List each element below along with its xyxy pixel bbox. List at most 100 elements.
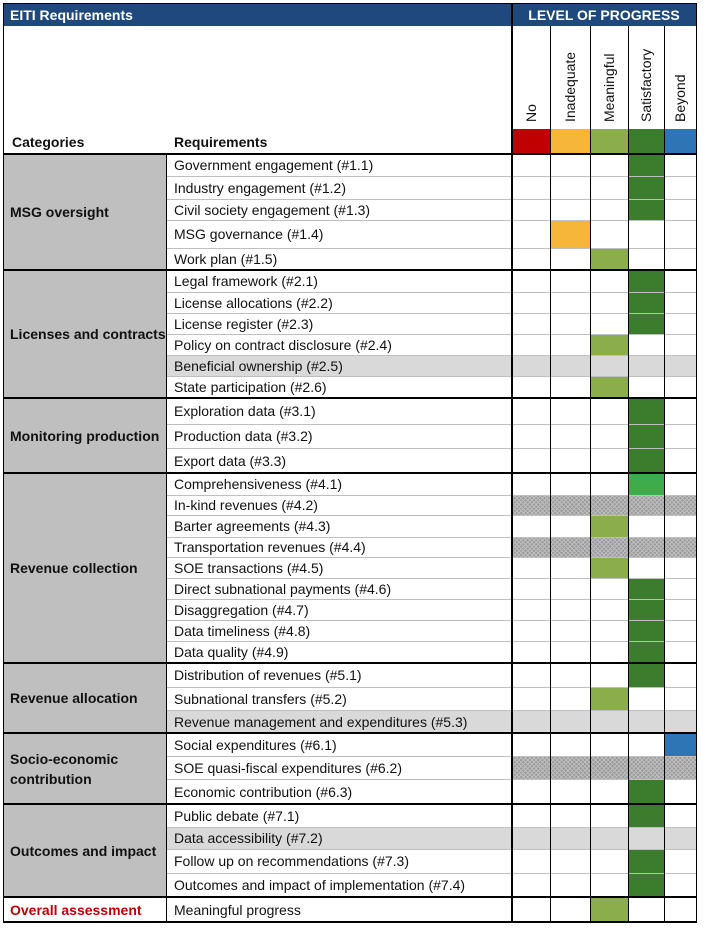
category-cell: Outcomes and impact — [4, 804, 166, 897]
category-name: Socio-economic contribution — [10, 750, 119, 787]
category-divider — [4, 472, 696, 474]
level-label-meaningful: Meaningful — [601, 53, 617, 123]
requirement-label: Subnational transfers (#5.2) — [174, 690, 347, 707]
requirement-label: Outcomes and impact of implementation (#… — [174, 877, 466, 893]
requirement-label: Civil society engagement (#1.3) — [174, 201, 371, 218]
requirement-cell: SOE transactions (#4.5) — [166, 557, 512, 578]
requirement-cell: Comprehensiveness (#4.1) — [166, 473, 512, 495]
requirement-label: Public debate (#7.1) — [174, 807, 300, 824]
requirement-cell: Exploration data (#3.1) — [166, 398, 512, 424]
row-divider — [166, 199, 696, 200]
progress-mark-satisfactory — [628, 270, 664, 292]
requirement-label: Barter agreements (#4.3) — [174, 518, 331, 534]
category-divider — [4, 662, 696, 664]
row-divider — [166, 849, 696, 850]
row-divider — [166, 292, 696, 293]
row-divider — [166, 334, 696, 335]
category-name: Outcomes and impact — [10, 842, 157, 859]
category-divider — [4, 896, 696, 898]
level-label-inadequate: Inadequate — [562, 51, 578, 122]
requirement-cell: Disaggregation (#4.7) — [166, 599, 512, 620]
requirement-cell: Follow up on recommendations (#7.3) — [166, 849, 512, 873]
requirement-cell: Policy on contract disclosure (#2.4) — [166, 334, 512, 355]
requirement-cell: Civil society engagement (#1.3) — [166, 199, 512, 220]
row-divider — [166, 827, 696, 828]
requirement-label: Data quality (#4.9) — [174, 644, 289, 660]
progress-mark-satisfactory — [628, 313, 664, 334]
requirement-label: Beneficial ownership (#2.5) — [174, 357, 343, 374]
requirement-cell: Distribution of revenues (#5.1) — [166, 663, 512, 687]
progress-mark-satisfactory — [628, 641, 664, 663]
progress-mark-satisfactory — [628, 849, 664, 873]
row-divider — [166, 599, 696, 600]
table-bottom-border — [4, 921, 696, 923]
level-label-satisfactory: Satisfactory — [638, 48, 654, 122]
progress-mark-inadequate — [550, 220, 590, 248]
category-name: Monitoring production — [10, 427, 160, 444]
requirement-label: SOE transactions (#4.5) — [174, 559, 324, 576]
row-divider — [166, 220, 696, 221]
row-divider — [166, 620, 696, 621]
level-swatch-no — [512, 129, 550, 153]
row-divider — [166, 687, 696, 688]
requirement-cell: Barter agreements (#4.3) — [166, 515, 512, 537]
not-assessed-fill — [512, 710, 696, 733]
progress-mark-satisfactory — [628, 873, 664, 897]
row-divider — [166, 313, 696, 314]
progress-mark-satisfactory — [628, 779, 664, 804]
category-divider — [4, 732, 696, 734]
requirement-cell: License allocations (#2.2) — [166, 292, 512, 313]
requirement-cell: Transportation revenues (#4.4) — [166, 537, 512, 557]
overall-requirement-label: Meaningful progress — [174, 901, 301, 918]
row-divider — [166, 557, 696, 558]
progress-mark-beyond — [664, 733, 696, 756]
requirement-na-bg — [166, 827, 512, 849]
row-divider — [166, 448, 696, 449]
requirement-na-bg — [166, 355, 512, 376]
level-column-divider — [590, 26, 591, 922]
row-divider — [166, 710, 696, 711]
level-label-beyond: Beyond — [672, 74, 688, 122]
requirement-cell: Legal framework (#2.1) — [166, 270, 512, 292]
table-left-border — [3, 3, 4, 923]
requirement-label: Distribution of revenues (#5.1) — [174, 667, 362, 683]
requirement-label: Industry engagement (#1.2) — [174, 179, 346, 196]
progress-mark-satisfactory — [628, 398, 664, 424]
progress-mark-meaningful — [590, 376, 628, 398]
level-column-divider — [628, 26, 629, 922]
requirement-cell: License register (#2.3) — [166, 313, 512, 334]
level-column-divider — [550, 26, 551, 922]
progress-mark-meaningful — [590, 515, 628, 537]
requirement-label: Legal framework (#2.1) — [174, 273, 318, 289]
category-column-border — [166, 153, 167, 922]
requirement-cell: Beneficial ownership (#2.5) — [166, 355, 512, 376]
requirement-cell: Work plan (#1.5) — [166, 248, 512, 270]
level-swatch-beyond — [664, 129, 696, 153]
progress-mark-satisfactory — [628, 292, 664, 313]
overall-requirement: Meaningful progress — [166, 897, 512, 922]
requirement-label: Follow up on recommendations (#7.3) — [174, 853, 410, 869]
requirement-cell: Public debate (#7.1) — [166, 804, 512, 827]
requirement-label: Export data (#3.3) — [174, 452, 287, 469]
requirement-label: SOE quasi-fiscal expenditures (#6.2) — [174, 759, 402, 776]
level-swatch-meaningful — [590, 129, 628, 153]
requirement-label: Work plan (#1.5) — [174, 251, 278, 267]
requirement-label: Revenue management and expenditures (#5.… — [174, 713, 468, 730]
requirement-cell: Export data (#3.3) — [166, 448, 512, 473]
progress-mark-meaningful — [590, 557, 628, 578]
row-divider — [166, 537, 696, 538]
category-name: MSG oversight — [10, 203, 109, 220]
requirement-label: License register (#2.3) — [174, 315, 314, 332]
requirement-label: Direct subnational payments (#4.6) — [174, 580, 392, 597]
requirement-label: State participation (#2.6) — [174, 379, 327, 395]
row-divider — [166, 641, 696, 642]
not-assessed-fill — [512, 827, 696, 849]
requirement-cell: SOE quasi-fiscal expenditures (#6.2) — [166, 756, 512, 779]
row-divider — [166, 578, 696, 579]
progress-mark-satisfactory — [628, 153, 664, 176]
requirement-label: Policy on contract disclosure (#2.4) — [174, 336, 392, 353]
requirements-label: Requirements — [174, 134, 268, 150]
row-divider — [166, 756, 696, 757]
progress-mark-meaningful — [590, 334, 628, 355]
requirement-label: MSG governance (#1.4) — [174, 226, 324, 242]
